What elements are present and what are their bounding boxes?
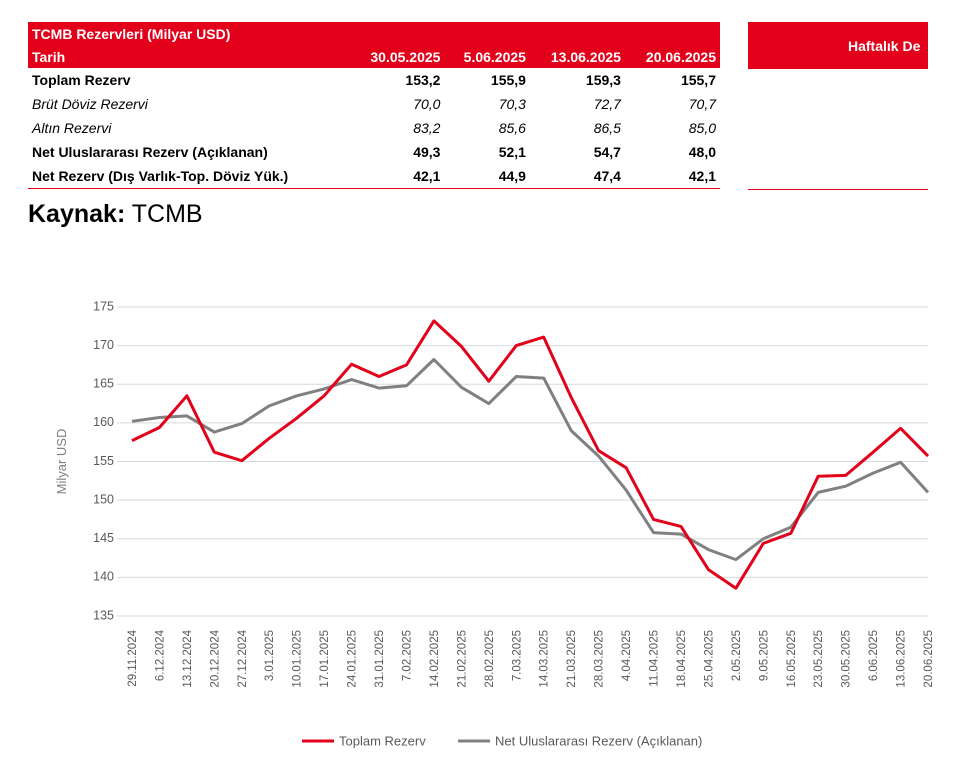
x-tick-label: 31.01.2025 [374,630,386,688]
row-value: 155,7 [680,72,716,88]
source-label: Kaynak: [28,200,126,228]
row-value: 155,9 [490,72,526,88]
table-row: Toplam Rezerv 153,2 155,9 159,3 155,7 [28,68,720,92]
x-tick-label: 28.02.2025 [484,630,496,688]
row-value: 86,5 [593,120,621,136]
source-value: TCMB [131,200,203,228]
table-title: TCMB Rezervleri (Milyar USD) [28,22,720,45]
row-value: 47,4 [529,164,625,189]
y-tick-label: 160 [93,415,114,429]
table-row: Net Uluslararası Rezerv (Açıklanan) 49,3 5… [28,140,720,164]
row-value: 70,3 [498,96,526,112]
row-value: 54,7 [593,144,621,160]
row-value: 42,1 [349,164,445,189]
x-tick-label: 13.06.2025 [896,630,908,688]
row-value: 70,7 [688,96,716,112]
row-value: 85,0 [688,120,716,136]
y-tick-label: 145 [93,531,114,545]
y-tick-label: 150 [93,492,114,506]
legend-label: Toplam Rezerv [339,733,426,748]
row-value: 70,0 [413,96,441,112]
x-tick-label: 21.03.2025 [566,630,578,688]
table-title-row: TCMB Rezervleri (Milyar USD) [28,22,720,45]
legend-label: Net Uluslararası Rezerv (Açıklanan) [495,733,702,748]
row-value: 49,3 [413,144,441,160]
x-tick-label: 29.11.2024 [127,629,139,686]
x-tick-label: 20.12.2024 [209,629,221,687]
series-line [131,319,930,590]
row-value: 85,6 [498,120,526,136]
row-value: 159,3 [585,72,621,88]
row-value: 72,7 [593,96,621,112]
x-tick-label: 3.01.2025 [264,630,276,681]
row-value: 44,9 [444,164,530,189]
row-value: 52,1 [498,144,526,160]
row-value: 48,0 [688,144,716,160]
date-label: Tarih [28,45,350,68]
row-label: Brüt Döviz Rezervi [32,96,148,112]
x-tick-label: 14.02.2025 [429,630,441,688]
x-tick-label: 13.12.2024 [182,629,194,687]
x-tick-label: 24.01.2025 [347,630,359,688]
weekly-change-header: Haftalık De [748,22,928,69]
x-tick-label: 17.01.2025 [319,630,331,688]
x-tick-label: 23.05.2025 [813,630,825,688]
x-tick-label: 21.02.2025 [456,630,468,688]
x-tick-label: 27.12.2024 [237,629,249,687]
row-label: Toplam Rezerv [32,72,131,88]
row-value: 83,2 [413,120,441,136]
x-tick-label: 16.05.2025 [786,630,798,688]
x-tick-label: 18.04.2025 [676,630,688,688]
x-tick-label: 10.01.2025 [292,630,304,688]
row-label: Net Uluslararası Rezerv (Açıklanan) [32,144,268,160]
y-tick-label: 170 [93,338,114,352]
date-header: 5.06.2025 [444,45,530,68]
x-tick-label: 11.04.2025 [649,630,661,687]
side-divider [748,189,928,190]
table-row: Net Rezerv (Dış Varlık-Top. Döviz Yük.) 4… [28,164,720,189]
table-date-row: Tarih 30.05.2025 5.06.2025 13.06.2025 20… [28,45,720,68]
y-tick-label: 165 [93,377,114,391]
table-row: Brüt Döviz Rezervi 70,0 70,3 72,7 70,7 [28,92,720,116]
y-tick-label: 140 [93,570,114,584]
x-tick-label: 25.04.2025 [703,630,715,688]
x-tick-label: 30.05.2025 [841,630,853,688]
row-label: Net Rezerv (Dış Varlık-Top. Döviz Yük.) [28,164,350,189]
x-tick-label: 2.05.2025 [731,630,743,681]
row-value: 153,2 [405,72,441,88]
x-tick-label: 7.02.2025 [401,630,413,681]
row-label: Altın Rezervi [32,120,112,136]
x-tick-label: 7.03.2025 [511,630,523,681]
weekly-change-header-label: Haftalık De [848,38,921,54]
x-tick-label: 6.12.2024 [154,629,166,681]
x-tick-label: 14.03.2025 [539,630,551,688]
y-tick-label: 135 [93,608,114,622]
date-header: 13.06.2025 [529,45,625,68]
x-tick-label: 9.05.2025 [758,630,770,681]
source-note: Kaynak: TCMB [28,200,203,229]
series-line [131,358,930,562]
x-tick-label: 6.06.2025 [868,630,880,681]
date-header: 30.05.2025 [349,45,445,68]
reserve-line-chart: 135 140 145 150 155 160 165 170 175 Milyar USD 29.… [54,299,935,748]
row-value: 42,1 [624,164,720,189]
table-row: Altın Rezervi 83,2 85,6 86,5 85,0 [28,116,720,140]
reserve-table: TCMB Rezervleri (Milyar USD) Tarih 30.05… [28,22,720,189]
y-tick-label: 175 [93,299,114,313]
x-tick-label: 20.06.2025 [923,630,935,688]
x-tick-label: 28.03.2025 [594,630,606,688]
date-header: 20.06.2025 [624,45,720,68]
y-tick-label: 155 [93,454,114,468]
x-tick-label: 4.04.2025 [621,630,633,681]
y-axis-label: Milyar USD [54,429,69,495]
